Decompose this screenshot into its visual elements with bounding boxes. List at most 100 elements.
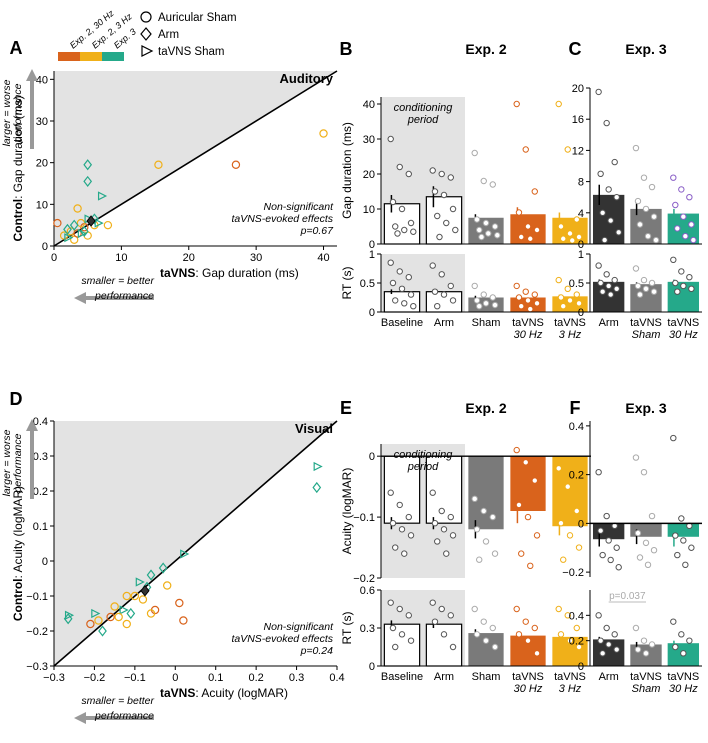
bar-data-point: [471, 495, 478, 503]
bar-data-point: [690, 236, 697, 244]
bar-data-point: [599, 551, 606, 559]
category-label: Arm: [599, 671, 619, 683]
bar-data-point: [555, 276, 562, 284]
bar-data-point: [560, 235, 567, 242]
bar-data-point: [644, 561, 652, 569]
bar-data-point: [603, 624, 610, 632]
data-point: [73, 204, 82, 213]
arrow-left-note: performance: [94, 290, 154, 302]
y-tick-label: 0: [578, 518, 584, 530]
bar-data-point: [513, 446, 520, 454]
bar-data-point: [387, 599, 394, 606]
bar-data-point: [522, 146, 529, 153]
y-tick-label: 20: [36, 158, 48, 170]
conditioning-label: period: [407, 114, 439, 126]
data-point: [91, 608, 101, 619]
panel-title: Visual: [295, 421, 333, 436]
stats-note: Non-significant: [264, 621, 335, 633]
conditioning-label: conditioning: [394, 449, 454, 461]
bar-data-point: [555, 100, 562, 108]
left-arrow-head-icon: [74, 292, 86, 304]
bar-data-point: [491, 301, 499, 309]
y-tick-label: 20: [363, 169, 375, 181]
bar-data-point: [398, 526, 406, 533]
sig-label: p=0.037: [609, 591, 646, 602]
bar-data-point: [686, 637, 693, 644]
bar-data-point: [632, 454, 640, 461]
data-point: [83, 159, 93, 171]
bar-data-point: [522, 288, 529, 295]
bar-data-point: [436, 233, 443, 241]
bar-data-point: [555, 465, 562, 472]
panel-letter: C: [569, 39, 582, 59]
bar-data-point: [438, 507, 445, 515]
bar-data-point: [407, 291, 415, 298]
x-tick-label: 30: [250, 252, 262, 264]
panel-title: Auditory: [280, 71, 334, 86]
y-axis-label-bold: Control: [11, 199, 25, 242]
bar-data-point: [670, 174, 677, 181]
bar-data-point: [680, 537, 687, 544]
bar-data-point: [434, 212, 441, 220]
y-tick-label: 0.4: [33, 416, 48, 428]
bar-data-point: [613, 285, 620, 292]
bar-data-point: [672, 643, 679, 651]
data-point: [130, 591, 140, 601]
bar-data-point: [533, 650, 541, 657]
bar-data-point: [607, 556, 614, 564]
y-tick-label: 0.2: [569, 470, 584, 482]
y-tick-label: 0: [578, 239, 584, 251]
bar-data-point: [389, 624, 397, 632]
category-label: taVNS: [667, 671, 699, 683]
bar-data-point: [678, 268, 685, 275]
bar-data-point: [634, 282, 642, 290]
bar-data-point: [476, 303, 483, 310]
x-tick-label: −0.3: [43, 672, 65, 684]
stats-note: p=0.67: [300, 225, 335, 237]
bar: [425, 623, 463, 667]
bar-data-point: [524, 223, 532, 230]
data-point: [94, 616, 103, 625]
panel-title: Exp. 2: [465, 400, 506, 416]
bar: [630, 523, 662, 537]
bar-data-point: [515, 631, 523, 638]
bar-data-point: [686, 194, 693, 201]
bar-data-point: [557, 631, 565, 638]
bar-data-point: [648, 183, 656, 191]
category-label: Baseline: [381, 317, 423, 329]
data-point: [79, 225, 89, 237]
bar-data-point: [513, 282, 520, 290]
bar-data-point: [491, 643, 499, 651]
bar-data-point: [648, 512, 656, 520]
bar-data-point: [642, 539, 650, 547]
bar-data-point: [640, 468, 648, 476]
bar-data-point: [480, 177, 487, 185]
y-tick-label: 10: [36, 199, 48, 211]
bar-data-point: [634, 529, 642, 537]
y-tick-label: 10: [363, 204, 375, 216]
bar-data-point: [431, 188, 439, 195]
bar-data-point: [410, 228, 417, 235]
x-tick-label: −0.2: [84, 672, 106, 684]
bar-data-point: [566, 637, 574, 644]
bar-data-point: [566, 297, 574, 304]
bar-data-point: [389, 279, 397, 287]
bar-data-point: [387, 259, 394, 266]
bar-data-point: [494, 232, 501, 239]
bar-data-point: [573, 216, 580, 223]
bar-data-point: [449, 532, 457, 539]
panel-title: Exp. 3: [625, 41, 666, 57]
bar-data-point: [518, 550, 525, 557]
bar-data-point: [688, 285, 695, 292]
bar-data-point: [678, 515, 685, 522]
bar-data-point: [632, 624, 640, 632]
bar-data-point: [605, 186, 612, 193]
y-tick-label: −0.2: [562, 567, 584, 579]
bar-data-point: [447, 282, 454, 290]
y-tick-label: 0: [369, 661, 375, 673]
y-tick-label: 0: [578, 661, 584, 673]
bar-data-point: [555, 605, 562, 613]
bar-data-point: [560, 303, 567, 310]
x-tick-label: 0.2: [248, 672, 263, 684]
bar-data-point: [452, 226, 459, 234]
